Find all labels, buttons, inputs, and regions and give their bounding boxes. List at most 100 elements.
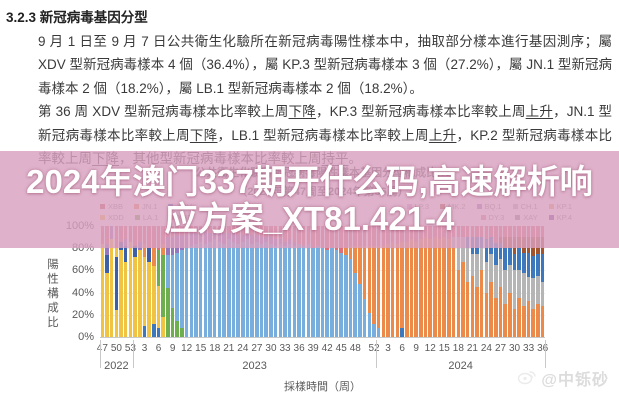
bar-segment [114,257,119,311]
bar-segment [493,242,498,265]
section-number: 3.2.3 [6,10,37,25]
bar-segment [292,245,297,337]
bar-segment [400,241,404,329]
bar-segment [540,281,545,306]
x-tick-label: 33 [523,343,535,354]
bar-segment [250,243,254,337]
bar-segment [147,248,151,262]
bar-segment [128,241,133,337]
y-tick-label: 20% [71,308,94,321]
bar-segment [526,301,531,337]
x-tick-label: 52 [368,343,380,354]
bar-segment [437,239,442,337]
bar-segment [175,252,180,322]
bar-segment [433,237,437,337]
bar-segment [114,248,119,258]
bar-segment [105,272,109,337]
bar-segment [508,292,512,337]
bar-segment [493,298,498,337]
bar-segment [119,250,123,337]
bar-segment [386,243,390,337]
bar-segment [283,245,287,337]
bar-segment [508,264,512,293]
bar-segment [339,252,343,337]
bar-segment [142,325,147,337]
bar-segment [259,243,264,337]
bar-segment [180,250,184,329]
x-tick-label: 12 [424,343,436,354]
bar-segment [479,270,484,337]
x-tick-label: 18 [209,343,221,354]
bar-segment [152,265,156,324]
bar-segment [330,248,334,337]
bar-segment [489,253,493,282]
bar-segment [297,243,301,337]
bar-segment [367,312,372,337]
bar-segment [344,248,348,255]
bar-segment [470,253,475,276]
text-run: ，KP.3 型新冠病毒樣本比率較上周 [315,104,526,119]
year-label-2024: 2024 [448,360,473,372]
bar-segment [390,241,395,337]
bar-segment [344,254,348,337]
bar-segment [358,283,362,337]
x-tick-label: 47 [96,343,108,354]
bar-segment [306,243,311,337]
text-run: ，LB.1 型新冠病毒樣本比率較上周 [217,127,429,143]
x-tick-label: 6 [155,343,162,354]
bar-segment [123,261,128,337]
bar-segment [512,309,517,337]
bar-segment [414,241,418,337]
bar-segment [175,321,180,337]
bar-segment [320,248,325,337]
bar-segment [475,287,479,337]
bar-segment [522,305,526,337]
x-tick-label: 3 [141,343,148,354]
bar-segment [522,272,526,306]
bar-segment [137,250,142,337]
bar-segment [465,248,470,282]
bar-segment [278,243,283,337]
x-tick-label: 36 [537,343,549,354]
trend-word: 下降 [189,127,218,143]
bar-segment [166,288,170,337]
bar-segment [540,253,545,282]
bar-segment [161,243,165,255]
bar-segment [161,317,165,337]
bar-segment [212,239,217,337]
bar-segment [428,239,432,337]
x-tick-label: 9 [413,343,419,354]
bar-segment [100,243,105,337]
bar-segment [362,246,367,300]
bar-segment [156,328,161,337]
text-run: 第 36 周 XDV 型新冠病毒樣本比率較上周 [38,104,289,119]
bar-segment [255,241,259,337]
x-axis-title: 採樣時間（周） [284,381,361,393]
year-label-2022: 2022 [104,360,129,372]
bar-segment [517,298,521,337]
bar-segment [315,245,320,337]
bar-segment [156,250,161,286]
bar-segment [376,246,381,329]
bar-segment [456,270,461,337]
bar-segment [217,241,222,337]
year-separator [132,340,134,368]
bar-segment [152,323,156,337]
weibo-eye-icon [517,367,537,390]
bar-segment [409,239,414,337]
x-tick-label: 45 [335,343,347,354]
bar-segment [208,241,212,337]
bar-segment [531,255,536,279]
bar-segment [184,248,189,337]
bar-segment [133,246,137,258]
bar-segment [508,248,512,265]
bar-segment [503,303,507,337]
bar-segment [522,252,526,273]
bar-segment [489,281,493,337]
bar-segment [226,239,231,337]
bar-segment [222,243,226,337]
bar-segment [484,239,489,262]
x-axis-line [100,337,545,338]
x-tick-label: 15 [195,343,207,354]
watermark-handle: @中铄砂 [541,372,609,389]
